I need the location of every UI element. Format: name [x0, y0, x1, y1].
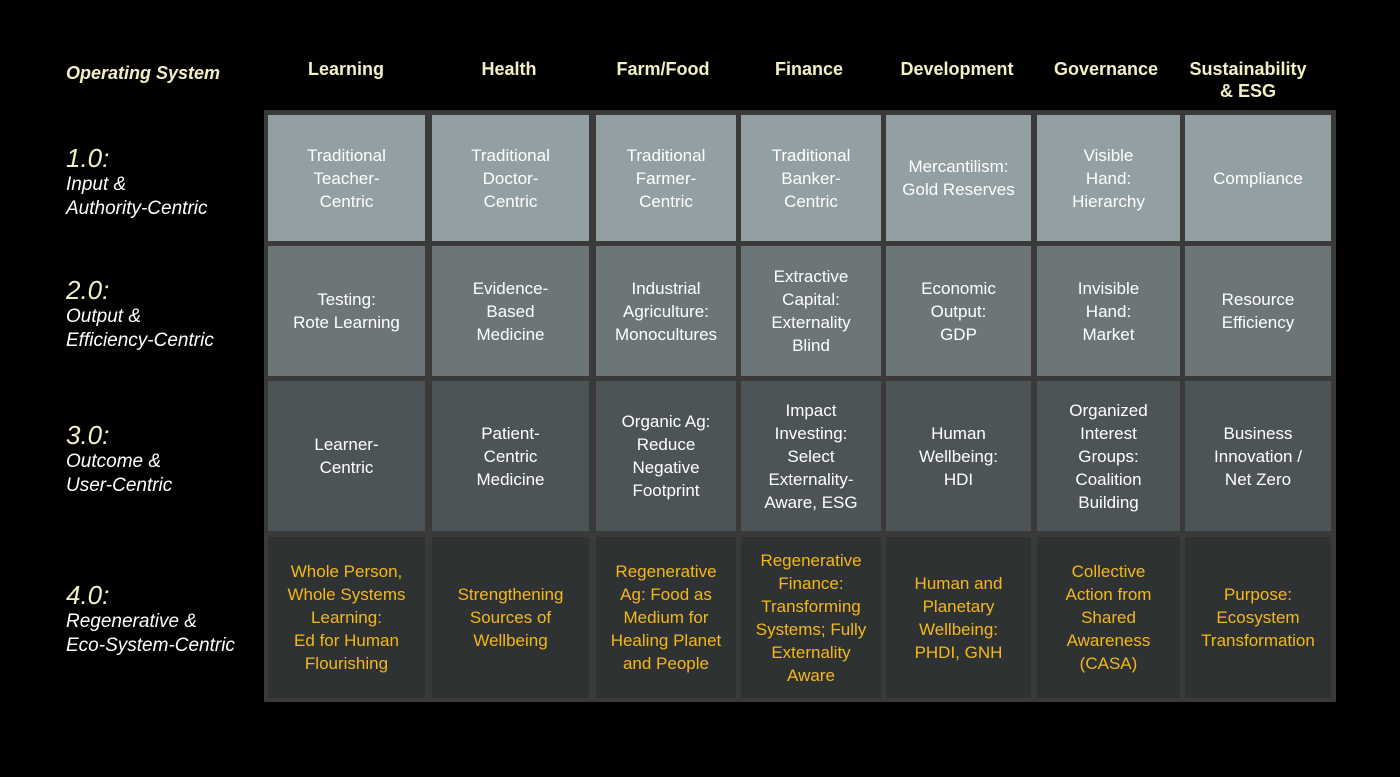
row-description-label: Output & Efficiency-Centric [66, 306, 214, 351]
column-header-6: Sustainability & ESG [1189, 59, 1307, 101]
matrix-cell: Whole Person, Whole Systems Learning: Ed… [268, 537, 425, 698]
row-label-1: 1.0: Input & Authority-Centric [66, 143, 208, 221]
matrix-cell: Invisible Hand: Market [1037, 246, 1180, 376]
matrix-cell: Human Wellbeing: HDI [886, 381, 1031, 531]
column-header-3: Finance [774, 59, 844, 79]
matrix-cell: Learner- Centric [268, 381, 425, 531]
row-label-3: 3.0: Outcome & User-Centric [66, 420, 172, 498]
matrix-cell: Visible Hand: Hierarchy [1037, 115, 1180, 241]
matrix-cell: Traditional Farmer- Centric [596, 115, 736, 241]
matrix-cell: Traditional Doctor- Centric [432, 115, 589, 241]
matrix-cell: Mercantilism: Gold Reserves [886, 115, 1031, 241]
matrix-grid: Traditional Teacher- Centric Traditional … [264, 110, 1336, 702]
column-header-4: Development [900, 59, 1014, 79]
matrix-cell: Traditional Teacher- Centric [268, 115, 425, 241]
matrix-cell: Economic Output: GDP [886, 246, 1031, 376]
matrix-cell: Human and Planetary Wellbeing: PHDI, GNH [886, 537, 1031, 698]
column-header-2: Farm/Food [616, 59, 710, 79]
column-header-0: Learning [307, 59, 384, 79]
column-header-1: Health [481, 59, 537, 79]
row-label-4: 4.0: Regenerative & Eco-System-Centric [66, 580, 235, 658]
matrix-cell: Impact Investing: Select Externality- Aw… [741, 381, 881, 531]
matrix-cell: Industrial Agriculture: Monocultures [596, 246, 736, 376]
matrix-cell: Evidence- Based Medicine [432, 246, 589, 376]
row-version-label: 3.0: [66, 420, 110, 450]
matrix-cell: Traditional Banker- Centric [741, 115, 881, 241]
matrix-cell: Compliance [1185, 115, 1331, 241]
matrix-cell: Organized Interest Groups: Coalition Bui… [1037, 381, 1180, 531]
row-version-label: 2.0: [66, 275, 110, 305]
matrix-cell: Extractive Capital: Externality Blind [741, 246, 881, 376]
matrix-cell: Regenerative Ag: Food as Medium for Heal… [596, 537, 736, 698]
matrix-cell: Patient- Centric Medicine [432, 381, 589, 531]
corner-header-operating-system: Operating System [66, 63, 221, 83]
matrix-cell: Regenerative Finance: Transforming Syste… [741, 537, 881, 698]
row-description-label: Outcome & User-Centric [66, 451, 173, 496]
row-version-label: 4.0: [66, 580, 110, 610]
matrix-cell: Strengthening Sources of Wellbeing [432, 537, 589, 698]
row-description-label: Input & Authority-Centric [66, 174, 208, 219]
matrix-cell: Testing: Rote Learning [268, 246, 425, 376]
matrix-cell: Organic Ag: Reduce Negative Footprint [596, 381, 736, 531]
matrix-cell: Purpose: Ecosystem Transformation [1185, 537, 1331, 698]
row-description-label: Regenerative & Eco-System-Centric [66, 611, 235, 656]
row-label-2: 2.0: Output & Efficiency-Centric [66, 275, 214, 353]
matrix-cell: Business Innovation / Net Zero [1185, 381, 1331, 531]
column-header-5: Governance [1053, 59, 1159, 79]
row-version-label: 1.0: [66, 143, 110, 173]
matrix-cell: Collective Action from Shared Awareness … [1037, 537, 1180, 698]
matrix-cell: Resource Efficiency [1185, 246, 1331, 376]
